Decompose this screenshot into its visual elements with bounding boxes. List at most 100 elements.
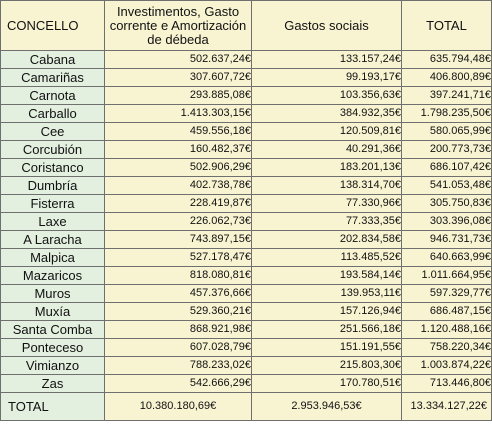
investimentos-cell: 502.906,29€ [104, 158, 252, 177]
total-cell: 1.798.235,50€ [401, 104, 492, 123]
concello-cell: Ponteceso [0, 338, 105, 357]
investimentos-cell: 402.738,78€ [104, 176, 252, 195]
total-cell: 1.003.874,22€ [401, 356, 492, 375]
total-cell: 946.731,73€ [401, 230, 492, 249]
gastos-sociais-cell: 384.932,35€ [251, 104, 402, 123]
total-cell: 640.663,99€ [401, 248, 492, 267]
investimentos-cell: 818.080,81€ [104, 266, 252, 285]
header-concello: CONCELLO [0, 0, 105, 51]
gastos-sociais-cell: 113.485,52€ [251, 248, 402, 267]
investimentos-cell: 529.360,21€ [104, 302, 252, 321]
table-row: Santa Comba 868.921,98€ 251.566,18€ 1.120.4… [0, 320, 492, 339]
investimentos-cell: 502.637,24€ [104, 50, 252, 69]
totals-total: 13.334.127,22€ [401, 392, 492, 421]
gastos-sociais-cell: 157.126,94€ [251, 302, 402, 321]
investimentos-cell: 226.062,73€ [104, 212, 252, 231]
table-row: Malpica 527.178,47€ 113.485,52€ 640.663,99€ [0, 248, 492, 267]
total-cell: 686.487,15€ [401, 302, 492, 321]
table-row: Fisterra 228.419,87€ 77.330,96€ 305.750,83€ [0, 194, 492, 213]
totals-label: TOTAL [0, 392, 105, 421]
header-investimentos: Investimentos, Gasto corrente e Amortiza… [104, 0, 252, 51]
gastos-sociais-cell: 151.191,55€ [251, 338, 402, 357]
table-row: Vimianzo 788.233,02€ 215.803,30€ 1.003.874,… [0, 356, 492, 375]
gastos-sociais-cell: 138.314,70€ [251, 176, 402, 195]
investimentos-cell: 527.178,47€ [104, 248, 252, 267]
gastos-sociais-cell: 193.584,14€ [251, 266, 402, 285]
table-row: Cabana 502.637,24€ 133.157,24€ 635.794,48€ [0, 50, 492, 69]
gastos-sociais-cell: 170.780,51€ [251, 374, 402, 393]
table-row: Carballo 1.413.303,15€ 384.932,35€ 1.798.23… [0, 104, 492, 123]
table-row: Coristanco 502.906,29€ 183.201,13€ 686.107,… [0, 158, 492, 177]
table-header: CONCELLO Investimentos, Gasto corrente e… [0, 0, 492, 51]
gastos-sociais-cell: 139.953,11€ [251, 284, 402, 303]
table-row: Carnota 293.885,08€ 103.356,63€ 397.241,71€ [0, 86, 492, 105]
investimentos-cell: 607.028,79€ [104, 338, 252, 357]
table-row: Cee 459.556,18€ 120.509,81€ 580.065,99€ [0, 122, 492, 141]
table-row: A Laracha 743.897,15€ 202.834,58€ 946.731,7… [0, 230, 492, 249]
table-footer: TOTAL 10.380.180,69€ 2.953.946,53€ 13.33… [0, 392, 492, 421]
total-cell: 406.800,89€ [401, 68, 492, 87]
concello-cell: Malpica [0, 248, 105, 267]
total-cell: 303.396,08€ [401, 212, 492, 231]
investimentos-cell: 542.666,29€ [104, 374, 252, 393]
gastos-sociais-cell: 183.201,13€ [251, 158, 402, 177]
gastos-sociais-cell: 77.333,35€ [251, 212, 402, 231]
concello-cell: Muros [0, 284, 105, 303]
concello-cell: Zas [0, 374, 105, 393]
total-cell: 580.065,99€ [401, 122, 492, 141]
concello-cell: Carnota [0, 86, 105, 105]
table-row: Zas 542.666,29€ 170.780,51€ 713.446,80€ [0, 374, 492, 393]
concello-cell: Santa Comba [0, 320, 105, 339]
gastos-sociais-cell: 77.330,96€ [251, 194, 402, 213]
table-row: Mazaricos 818.080,81€ 193.584,14€ 1.011.664… [0, 266, 492, 285]
concello-cell: Vimianzo [0, 356, 105, 375]
table-row: Muxía 529.360,21€ 157.126,94€ 686.487,15€ [0, 302, 492, 321]
concello-cell: Coristanco [0, 158, 105, 177]
concello-cell: Camariñas [0, 68, 105, 87]
investimentos-cell: 459.556,18€ [104, 122, 252, 141]
concello-cell: Dumbría [0, 176, 105, 195]
total-cell: 758.220,34€ [401, 338, 492, 357]
header-row: CONCELLO Investimentos, Gasto corrente e… [0, 0, 492, 51]
table-row: Dumbría 402.738,78€ 138.314,70€ 541.053,48€ [0, 176, 492, 195]
concello-cell: Laxe [0, 212, 105, 231]
concello-cell: Cabana [0, 50, 105, 69]
total-cell: 1.011.664,95€ [401, 266, 492, 285]
header-gastos-sociais: Gastos sociais [251, 0, 402, 51]
total-cell: 397.241,71€ [401, 86, 492, 105]
concello-cell: Muxía [0, 302, 105, 321]
gastos-sociais-cell: 133.157,24€ [251, 50, 402, 69]
totals-investimentos: 10.380.180,69€ [104, 392, 252, 421]
total-cell: 1.120.488,16€ [401, 320, 492, 339]
investimentos-cell: 228.419,87€ [104, 194, 252, 213]
investimentos-cell: 293.885,08€ [104, 86, 252, 105]
total-cell: 686.107,42€ [401, 158, 492, 177]
gastos-sociais-cell: 99.193,17€ [251, 68, 402, 87]
investimentos-cell: 307.607,72€ [104, 68, 252, 87]
investimentos-cell: 868.921,98€ [104, 320, 252, 339]
total-cell: 541.053,48€ [401, 176, 492, 195]
gastos-sociais-cell: 251.566,18€ [251, 320, 402, 339]
concello-cell: A Laracha [0, 230, 105, 249]
concello-cell: Cee [0, 122, 105, 141]
investimentos-cell: 160.482,37€ [104, 140, 252, 159]
header-total: TOTAL [401, 0, 492, 51]
table-row: Laxe 226.062,73€ 77.333,35€ 303.396,08€ [0, 212, 492, 231]
gastos-sociais-cell: 120.509,81€ [251, 122, 402, 141]
gastos-sociais-cell: 202.834,58€ [251, 230, 402, 249]
investimentos-cell: 788.233,02€ [104, 356, 252, 375]
table-row: Corcubión 160.482,37€ 40.291,36€ 200.773,73… [0, 140, 492, 159]
budget-table: CONCELLO Investimentos, Gasto corrente e… [0, 0, 492, 421]
investimentos-cell: 1.413.303,15€ [104, 104, 252, 123]
total-cell: 305.750,83€ [401, 194, 492, 213]
concello-cell: Mazaricos [0, 266, 105, 285]
total-cell: 713.446,80€ [401, 374, 492, 393]
totals-gastos-sociais: 2.953.946,53€ [251, 392, 402, 421]
gastos-sociais-cell: 103.356,63€ [251, 86, 402, 105]
table-row: Camariñas 307.607,72€ 99.193,17€ 406.800,89… [0, 68, 492, 87]
investimentos-cell: 457.376,66€ [104, 284, 252, 303]
totals-row: TOTAL 10.380.180,69€ 2.953.946,53€ 13.33… [0, 392, 492, 421]
concello-cell: Corcubión [0, 140, 105, 159]
gastos-sociais-cell: 215.803,30€ [251, 356, 402, 375]
gastos-sociais-cell: 40.291,36€ [251, 140, 402, 159]
